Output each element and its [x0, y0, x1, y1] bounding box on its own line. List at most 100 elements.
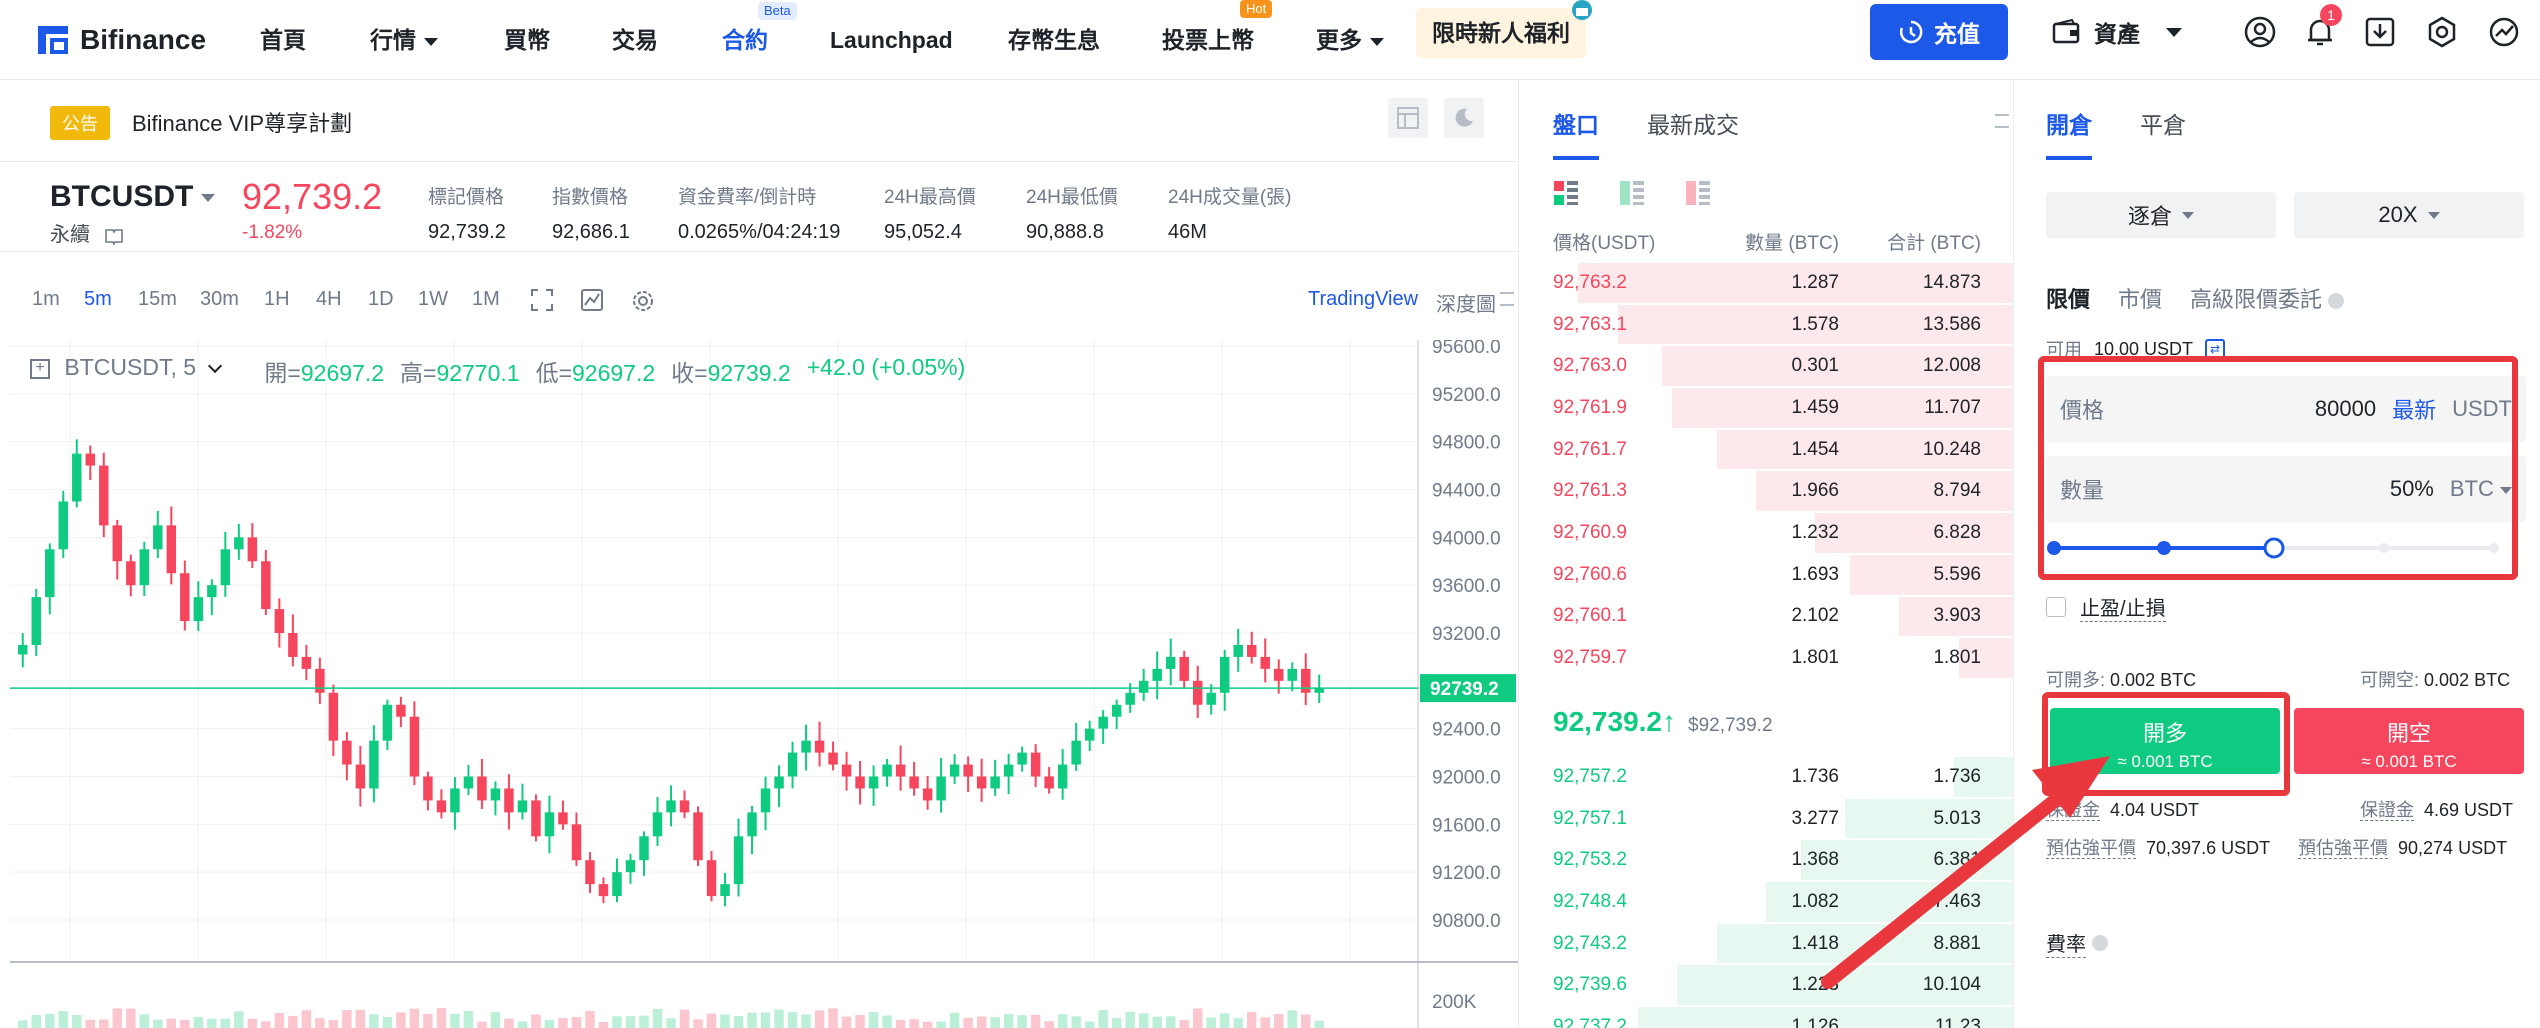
ask-row[interactable]: 92,763.2 1.287 14.873 — [1519, 262, 2013, 304]
ask-row[interactable]: 92,761.3 1.966 8.794 — [1519, 470, 2013, 512]
ask-row[interactable]: 92,760.1 2.102 3.903 — [1519, 596, 2013, 638]
nav-launchpad[interactable]: Launchpad — [830, 16, 953, 64]
fee-rate[interactable]: 費率 — [2046, 928, 2108, 958]
ask-row[interactable]: 92,760.9 1.232 6.828 — [1519, 512, 2013, 554]
slider-step[interactable] — [2047, 541, 2061, 555]
theme-icon[interactable] — [2486, 14, 2522, 50]
interval-1w[interactable]: 1W — [418, 288, 448, 310]
nav-earn[interactable]: 存幣生息 — [1008, 16, 1100, 64]
nav-more[interactable]: 更多 — [1316, 16, 1384, 64]
ask-row[interactable]: 92,761.7 1.454 10.248 — [1519, 429, 2013, 471]
nav-vote-listing[interactable]: 投票上幣 Hot — [1162, 0, 1273, 64]
volume-bar — [382, 1016, 393, 1028]
quantity-slider[interactable] — [2046, 536, 2526, 560]
volume-bar — [814, 1010, 825, 1028]
order-type-advanced-limit[interactable]: 高級限價委託 — [2190, 282, 2345, 314]
candle-body — [409, 716, 420, 777]
interval-1d[interactable]: 1D — [368, 288, 394, 310]
interval-4h[interactable]: 4H — [316, 288, 342, 310]
symbol-selector[interactable]: BTCUSDT — [50, 180, 216, 214]
gear-icon[interactable] — [630, 288, 656, 314]
tp-sl-checkbox[interactable] — [2046, 597, 2066, 617]
bid-row[interactable]: 92,739.6 1.223 10.104 — [1519, 964, 2013, 1006]
long-liq-price: 預估強平價 70,397.6 USDT — [2046, 834, 2270, 860]
slider-thumb[interactable] — [2263, 537, 2285, 559]
candle-body — [625, 860, 636, 873]
assets-menu[interactable]: 資產 — [2052, 12, 2182, 52]
open-long-button[interactable]: 開多 ≈ 0.001 BTC — [2050, 708, 2280, 774]
y-tick-label: 93600.0 — [1432, 576, 1501, 597]
candlestick-chart[interactable]: 95600.0 95200.0 94800.0 94400.0 94000.0 93600… — [10, 337, 1518, 1028]
fullscreen-icon[interactable] — [530, 288, 554, 312]
interval-1m[interactable]: 1m — [32, 288, 60, 310]
menu-icon[interactable] — [1995, 114, 2009, 128]
slider-step[interactable] — [2379, 543, 2389, 553]
quantity-input[interactable]: 數量 50% BTC — [2046, 456, 2526, 522]
order-type-limit[interactable]: 限價 — [2046, 287, 2091, 312]
price-input[interactable]: 價格 80000 最新 USDT — [2046, 376, 2526, 442]
bid-row[interactable]: 92,757.1 3.277 5.013 — [1519, 798, 2013, 840]
tradingview-tab[interactable]: TradingView — [1308, 288, 1419, 310]
ask-row[interactable]: 92,759.7 1.801 1.801 — [1519, 637, 2013, 679]
transfer-icon[interactable]: ⇄ — [2205, 339, 2226, 359]
interval-15m[interactable]: 15m — [138, 288, 177, 310]
interval-1h[interactable]: 1H — [264, 288, 290, 310]
ask-row[interactable]: 92,763.1 1.578 13.586 — [1519, 304, 2013, 346]
slider-step[interactable] — [2157, 541, 2171, 555]
nav-trade[interactable]: 交易 — [612, 16, 658, 64]
bids-only-view-icon[interactable] — [1619, 180, 1645, 206]
open-short-button[interactable]: 開空 ≈ 0.001 BTC — [2294, 708, 2524, 774]
index-price-stat: 指數價格 92,686.1 — [552, 182, 630, 244]
settings-icon[interactable] — [2424, 14, 2460, 50]
slider-step[interactable] — [2489, 543, 2499, 553]
announcement-text[interactable]: Bifinance VIP尊享計劃 — [132, 111, 353, 136]
tab-close-position[interactable]: 平倉 — [2140, 112, 2186, 138]
legend-symbol[interactable]: + BTCUSDT, 5 — [30, 354, 223, 388]
menu-icon[interactable] — [1500, 292, 1514, 306]
tab-order-book[interactable]: 盤口 — [1553, 106, 1599, 160]
book-icon[interactable] — [104, 227, 124, 246]
nav-buy-crypto[interactable]: 買幣 — [504, 16, 550, 64]
moon-icon[interactable] — [1444, 98, 1484, 138]
ask-row[interactable]: 92,761.9 1.459 11.707 — [1519, 387, 2013, 429]
ask-row[interactable]: 92,763.0 0.301 12.008 — [1519, 345, 2013, 387]
long-margin: 保證金 4.04 USDT — [2046, 796, 2199, 822]
interval-30m[interactable]: 30m — [200, 288, 239, 310]
both-sides-view-icon[interactable] — [1553, 180, 1579, 206]
tab-open-position[interactable]: 開倉 — [2046, 106, 2092, 160]
download-icon[interactable] — [2362, 14, 2398, 50]
leverage-select[interactable]: 20X — [2294, 192, 2524, 238]
volume-bar — [639, 1015, 649, 1028]
latest-price-button[interactable]: 最新 — [2392, 398, 2437, 423]
slider-track[interactable] — [2046, 536, 2526, 560]
bid-row[interactable]: 92,743.2 1.418 8.881 — [1519, 923, 2013, 965]
order-type-market[interactable]: 市價 — [2118, 287, 2163, 312]
new-user-promo[interactable]: 限時新人福利 — [1416, 0, 1592, 58]
price-input-value[interactable]: 80000 — [2314, 396, 2377, 421]
nav-home[interactable]: 首頁 — [260, 16, 306, 64]
ask-row[interactable]: 92,760.6 1.693 5.596 — [1519, 554, 2013, 596]
quantity-input-value[interactable]: 50% — [2389, 476, 2434, 501]
user-icon[interactable] — [2242, 14, 2278, 50]
depth-chart-tab[interactable]: 深度圖 — [1436, 294, 1496, 316]
layout-icon[interactable] — [1388, 98, 1428, 138]
interval-1mo[interactable]: 1M — [472, 288, 500, 310]
indicator-icon[interactable] — [580, 288, 604, 312]
bid-qty: 1.126 — [1791, 1015, 1839, 1028]
interval-5m[interactable]: 5m — [84, 288, 112, 310]
bid-row[interactable]: 92,753.2 1.368 6.381 — [1519, 839, 2013, 881]
deposit-button[interactable]: 充值 — [1870, 4, 2008, 60]
margin-mode-select[interactable]: 逐倉 — [2046, 192, 2276, 238]
asks-only-view-icon[interactable] — [1685, 180, 1711, 206]
bid-row[interactable]: 92,737.2 1.126 11.23 — [1519, 1006, 2013, 1028]
tp-sl-option[interactable]: 止盈/止損 — [2046, 592, 2166, 622]
quantity-unit-select[interactable]: BTC — [2450, 476, 2512, 502]
logo[interactable]: Bifinance — [36, 14, 206, 66]
nav-market[interactable]: 行情 — [370, 16, 438, 64]
volume-bar — [409, 1008, 420, 1028]
price-chart[interactable]: 95600.0 95200.0 94800.0 94400.0 94000.0 93600… — [10, 337, 1518, 1028]
tab-recent-trades[interactable]: 最新成交 — [1647, 112, 1739, 138]
nav-futures[interactable]: 合約 Beta — [722, 2, 797, 64]
bid-row[interactable]: 92,748.4 1.082 7.463 — [1519, 881, 2013, 923]
bid-row[interactable]: 92,757.2 1.736 1.736 — [1519, 756, 2013, 798]
